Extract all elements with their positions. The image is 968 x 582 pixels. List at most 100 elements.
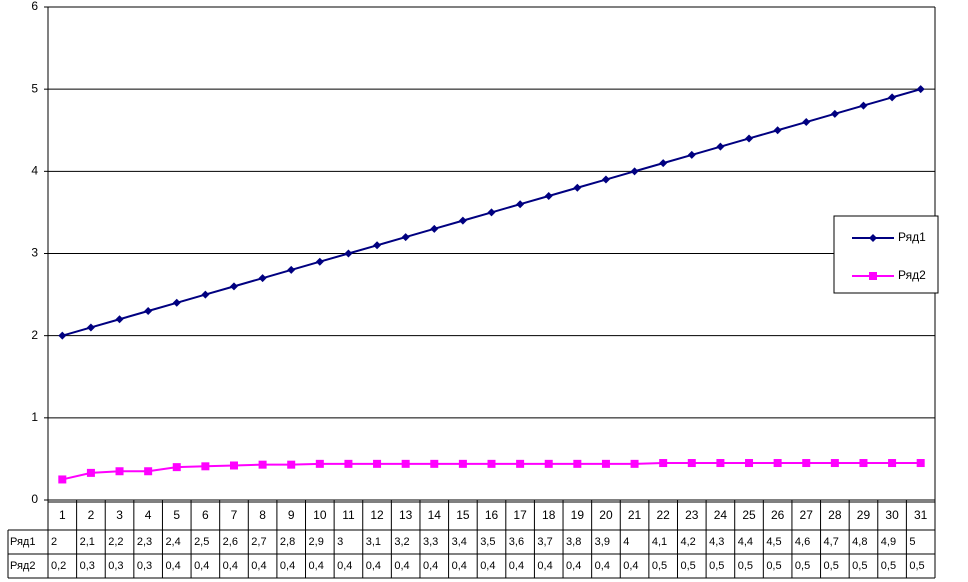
table-cell: 4,9 bbox=[881, 536, 896, 548]
point bbox=[716, 142, 725, 151]
table-cell: 2,7 bbox=[251, 536, 266, 548]
table-cell: 2 bbox=[51, 536, 57, 548]
point bbox=[859, 459, 868, 468]
legend-label: Ряд1 bbox=[898, 230, 926, 244]
point bbox=[373, 459, 382, 468]
point bbox=[516, 459, 525, 468]
point bbox=[401, 233, 410, 242]
point bbox=[430, 459, 439, 468]
table-cell: 3,4 bbox=[452, 536, 467, 548]
x-tick-label: 24 bbox=[714, 508, 728, 522]
point bbox=[344, 249, 353, 258]
table-cell: 4,4 bbox=[738, 536, 753, 548]
x-tick-label: 7 bbox=[231, 508, 238, 522]
table-cell: 3,3 bbox=[423, 536, 438, 548]
table-cell: 0,4 bbox=[251, 560, 266, 572]
point bbox=[315, 459, 324, 468]
x-tick-label: 23 bbox=[685, 508, 699, 522]
table-row-label: Ряд1 bbox=[10, 536, 35, 548]
table-cell: 0,4 bbox=[394, 560, 409, 572]
point bbox=[287, 460, 296, 469]
point bbox=[115, 315, 124, 324]
point bbox=[172, 298, 181, 307]
point bbox=[745, 459, 754, 468]
table-cell: 0,4 bbox=[595, 560, 610, 572]
x-tick-label: 13 bbox=[399, 508, 413, 522]
x-tick-label: 29 bbox=[857, 508, 871, 522]
table-cell: 2,3 bbox=[137, 536, 152, 548]
table-cell: 0,4 bbox=[480, 560, 495, 572]
x-tick-label: 17 bbox=[513, 508, 527, 522]
x-tick-label: 11 bbox=[342, 508, 355, 522]
table-cell: 0,4 bbox=[509, 560, 524, 572]
table-cell: 3,5 bbox=[480, 536, 495, 548]
x-tick-label: 9 bbox=[288, 508, 295, 522]
table-cell: 0,4 bbox=[165, 560, 180, 572]
point bbox=[716, 459, 725, 468]
table-cell: 0,4 bbox=[423, 560, 438, 572]
x-tick-label: 14 bbox=[428, 508, 442, 522]
point bbox=[916, 459, 925, 468]
y-tick-label: 4 bbox=[31, 164, 38, 178]
table-cell: 2,8 bbox=[280, 536, 295, 548]
table-cell: 0,3 bbox=[108, 560, 123, 572]
point bbox=[830, 109, 839, 118]
table-cell: 0,4 bbox=[366, 560, 381, 572]
point bbox=[802, 118, 811, 127]
table-cell: 0,3 bbox=[137, 560, 152, 572]
point bbox=[630, 167, 639, 176]
table-cell: 2,6 bbox=[223, 536, 238, 548]
point bbox=[544, 459, 553, 468]
table-cell: 3,6 bbox=[509, 536, 524, 548]
point bbox=[201, 290, 210, 299]
table-cell: 0,4 bbox=[223, 560, 238, 572]
legend-label: Ряд2 bbox=[898, 268, 926, 282]
x-tick-label: 4 bbox=[145, 508, 152, 522]
table-cell: 0,4 bbox=[623, 560, 638, 572]
x-tick-label: 3 bbox=[116, 508, 123, 522]
point bbox=[115, 467, 124, 476]
table-cell: 2,4 bbox=[165, 536, 180, 548]
table-row-label: Ряд2 bbox=[10, 560, 35, 572]
point bbox=[58, 475, 67, 484]
point bbox=[373, 241, 382, 250]
point bbox=[773, 126, 782, 135]
x-tick-label: 5 bbox=[173, 508, 180, 522]
point bbox=[601, 175, 610, 184]
point bbox=[487, 459, 496, 468]
table-cell: 0,4 bbox=[452, 560, 467, 572]
table-cell: 0,5 bbox=[680, 560, 695, 572]
point bbox=[172, 463, 181, 472]
y-tick-label: 5 bbox=[31, 81, 38, 95]
table-cell: 0,4 bbox=[309, 560, 324, 572]
table-cell: 0,5 bbox=[881, 560, 896, 572]
y-tick-label: 1 bbox=[31, 410, 38, 424]
table-cell: 0,4 bbox=[537, 560, 552, 572]
table-cell: 3,2 bbox=[394, 536, 409, 548]
x-tick-label: 8 bbox=[259, 508, 266, 522]
table-cell: 0,4 bbox=[566, 560, 581, 572]
table-cell: 3,7 bbox=[537, 536, 552, 548]
point bbox=[802, 459, 811, 468]
point bbox=[287, 265, 296, 274]
x-tick-label: 21 bbox=[628, 508, 642, 522]
table-cell: 4,6 bbox=[795, 536, 810, 548]
point bbox=[315, 257, 324, 266]
point bbox=[86, 323, 95, 332]
x-tick-label: 22 bbox=[656, 508, 670, 522]
table-cell: 3,8 bbox=[566, 536, 581, 548]
point bbox=[687, 150, 696, 159]
point bbox=[144, 467, 153, 476]
table-cell: 2,5 bbox=[194, 536, 209, 548]
point bbox=[229, 461, 238, 470]
x-tick-label: 2 bbox=[88, 508, 95, 522]
table-cell: 0,5 bbox=[909, 560, 924, 572]
table-cell: 2,2 bbox=[108, 536, 123, 548]
x-tick-label: 30 bbox=[885, 508, 899, 522]
point bbox=[573, 459, 582, 468]
table-cell: 5 bbox=[909, 536, 915, 548]
point bbox=[745, 134, 754, 143]
point bbox=[458, 459, 467, 468]
x-tick-label: 25 bbox=[742, 508, 756, 522]
